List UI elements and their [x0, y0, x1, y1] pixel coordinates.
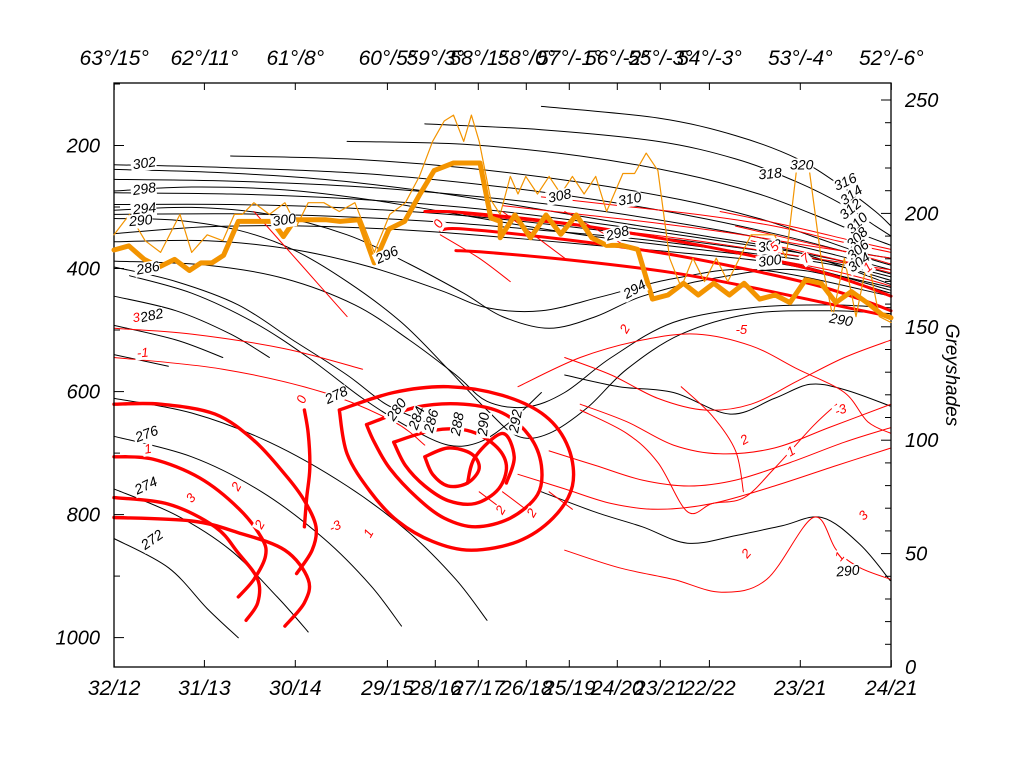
- svg-text:52°/-6°: 52°/-6°: [859, 47, 924, 70]
- svg-text:1000: 1000: [56, 628, 101, 650]
- svg-text:100: 100: [905, 430, 938, 452]
- svg-text:150: 150: [905, 317, 938, 339]
- svg-text:23/21: 23/21: [633, 677, 687, 700]
- svg-text:290: 290: [834, 561, 860, 579]
- svg-text:298: 298: [131, 179, 158, 198]
- svg-text:250: 250: [904, 90, 938, 112]
- svg-text:-5: -5: [736, 322, 748, 337]
- svg-text:290: 290: [474, 412, 492, 438]
- svg-text:25/19: 25/19: [542, 677, 596, 700]
- svg-text:23/21: 23/21: [773, 677, 827, 700]
- svg-text:302: 302: [132, 153, 158, 172]
- svg-text:600: 600: [67, 382, 100, 404]
- svg-text:320: 320: [790, 156, 814, 172]
- svg-text:22/22: 22/22: [682, 677, 736, 700]
- svg-text:32/12: 32/12: [88, 677, 141, 700]
- svg-text:300: 300: [271, 210, 297, 229]
- svg-text:400: 400: [67, 259, 100, 281]
- svg-text:30/14: 30/14: [269, 677, 322, 700]
- svg-text:53°/-4°: 53°/-4°: [768, 47, 833, 70]
- svg-text:61°/8°: 61°/8°: [266, 47, 324, 70]
- svg-text:300: 300: [757, 251, 783, 270]
- svg-text:800: 800: [67, 505, 100, 527]
- svg-text:Greyshades: Greyshades: [941, 324, 962, 427]
- svg-text:0: 0: [905, 657, 916, 679]
- svg-text:63°/15°: 63°/15°: [80, 47, 149, 70]
- svg-text:200: 200: [66, 136, 100, 158]
- svg-text:24/21: 24/21: [864, 677, 918, 700]
- svg-text:62°/11°: 62°/11°: [171, 47, 239, 70]
- svg-text:54°/-3°: 54°/-3°: [677, 47, 742, 70]
- svg-text:29/15: 29/15: [360, 677, 414, 700]
- svg-text:318: 318: [758, 164, 783, 182]
- svg-text:-1: -1: [136, 345, 149, 361]
- svg-text:200: 200: [904, 203, 938, 225]
- svg-text:27/17: 27/17: [451, 677, 506, 700]
- svg-text:31/13: 31/13: [178, 677, 231, 700]
- svg-text:290: 290: [127, 211, 153, 229]
- svg-text:50: 50: [905, 544, 927, 566]
